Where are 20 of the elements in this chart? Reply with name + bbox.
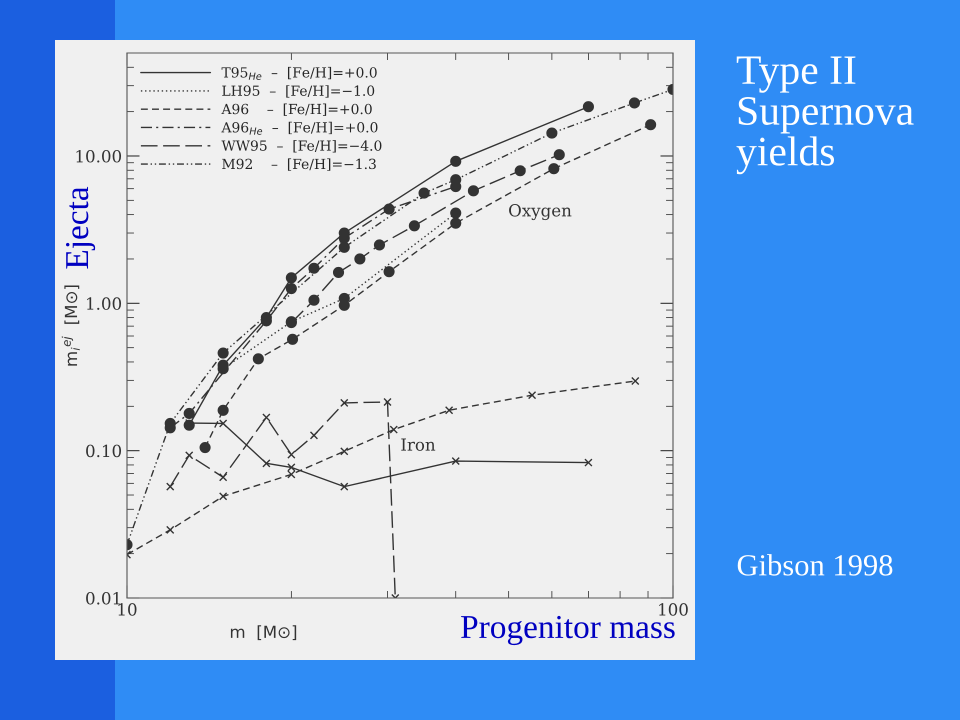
legend-label: A96$_{He}$ – [Fe/H]=+0.0	[221, 122, 378, 135]
text: Gibson 1998	[738, 554, 892, 576]
x-tick-label: 10	[118, 603, 136, 616]
text: Ejecta	[66, 186, 96, 269]
legend-label: T95$_{He}$ – [Fe/H]=+0.0	[222, 66, 377, 80]
y-tick-label: 1.00	[87, 297, 122, 310]
text: Progenitor mass	[461, 616, 675, 646]
text: Type II Supernova yields	[736, 56, 914, 174]
x-axis-title: m [M⊙]	[230, 625, 296, 640]
y-axis-title: m$_{i}$$^{ej}$ [M⊙]	[62, 285, 80, 366]
legend-label: A96 – [Fe/H]=+0.0	[221, 103, 372, 116]
legend-label: WW95 – [Fe/H]=−4.0	[222, 140, 382, 152]
annotation: Oxygen	[509, 204, 572, 220]
x-tick-label: 100	[659, 603, 688, 616]
legend-label: M92 – [Fe/H]=−1.3	[222, 158, 376, 171]
y-tick-label: 0.01	[86, 592, 120, 605]
y-tick-label: 10.00	[76, 150, 122, 163]
annotation: Iron	[401, 438, 436, 451]
legend-label: LH95 – [Fe/H]=−1.0	[222, 85, 374, 98]
y-tick-label: 0.10	[86, 444, 122, 458]
